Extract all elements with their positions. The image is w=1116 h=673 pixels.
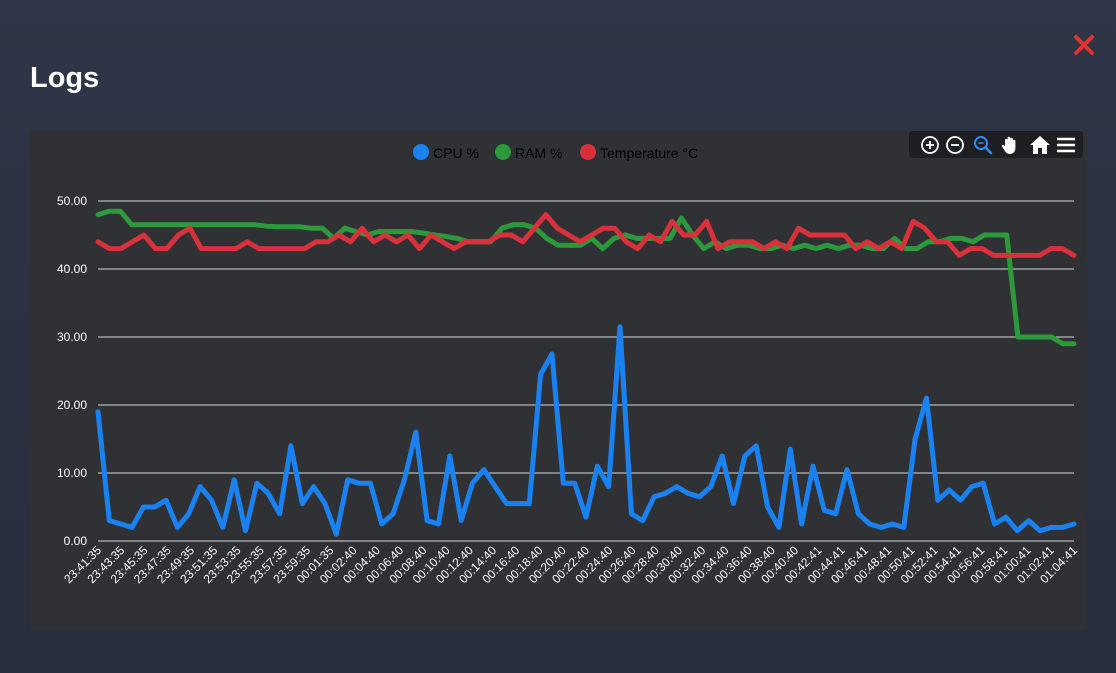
chart-toolbar <box>909 131 1083 158</box>
series-line-1 <box>95 208 1077 347</box>
zoom-selection-icon[interactable] <box>972 134 994 156</box>
modal-title: Logs <box>30 62 100 94</box>
y-tick-label: 10.00 <box>57 466 87 480</box>
legend-label-2: Temperature °C <box>600 145 698 161</box>
home-reset-icon[interactable] <box>1029 134 1051 156</box>
y-tick-label: 40.00 <box>57 262 87 276</box>
chart-panel <box>30 131 1087 630</box>
legend-label-0: CPU % <box>433 145 479 161</box>
close-icon[interactable] <box>1072 33 1096 57</box>
menu-icon[interactable] <box>1055 134 1077 156</box>
series-line-2 <box>95 212 1077 258</box>
legend-marker-0 <box>413 144 429 160</box>
y-tick-label: 30.00 <box>57 330 87 344</box>
legend-label-1: RAM % <box>515 145 562 161</box>
series-line-0 <box>95 324 1077 537</box>
zoom-out-icon[interactable] <box>944 134 966 156</box>
zoom-in-icon[interactable] <box>919 134 941 156</box>
y-tick-label: 0.00 <box>64 534 88 548</box>
y-tick-label: 20.00 <box>57 398 87 412</box>
legend-marker-2 <box>580 144 596 160</box>
y-tick-label: 50.00 <box>57 194 87 208</box>
close-icon-glyph <box>1074 35 1094 55</box>
legend-marker-1 <box>495 144 511 160</box>
pan-hand-icon[interactable] <box>999 134 1021 156</box>
